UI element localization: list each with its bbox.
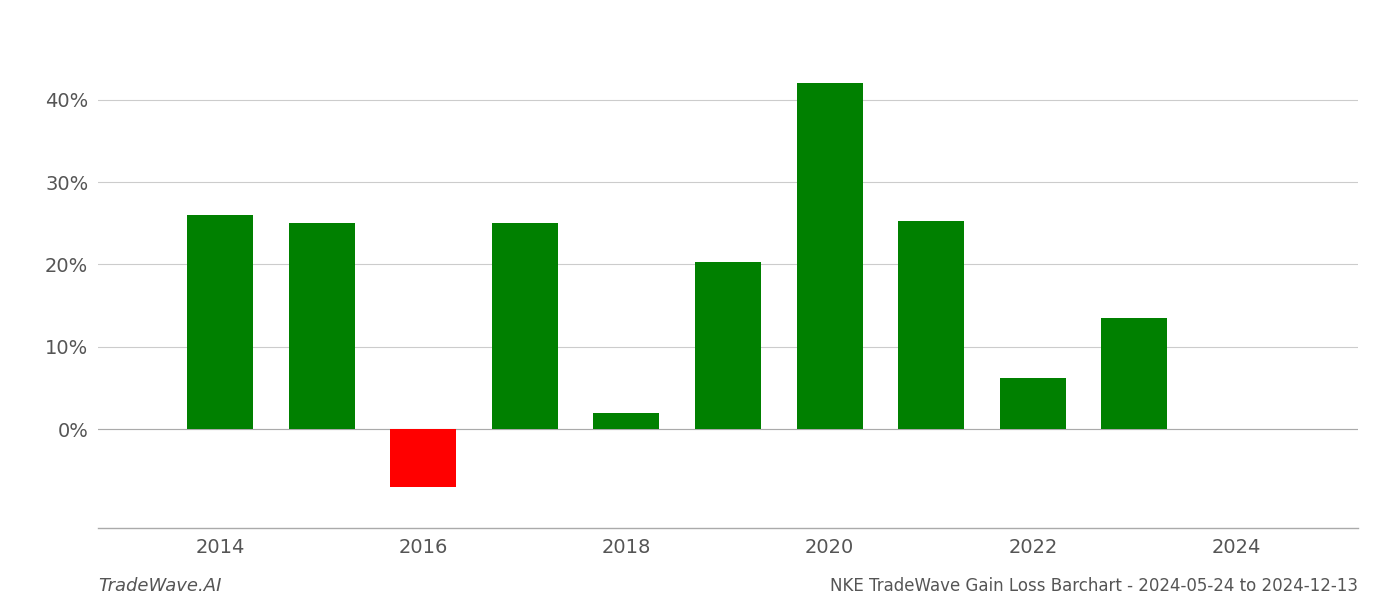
Bar (899, 221, 965, 429)
Bar (288, 223, 354, 429)
Bar (491, 223, 557, 429)
Bar (188, 215, 253, 429)
Text: TradeWave.AI: TradeWave.AI (98, 577, 221, 595)
Bar (797, 83, 862, 429)
Text: NKE TradeWave Gain Loss Barchart - 2024-05-24 to 2024-12-13: NKE TradeWave Gain Loss Barchart - 2024-… (830, 577, 1358, 595)
Bar (594, 413, 659, 429)
Bar (694, 262, 762, 429)
Bar (391, 429, 456, 487)
Bar (1000, 378, 1065, 429)
Bar (1102, 318, 1168, 429)
